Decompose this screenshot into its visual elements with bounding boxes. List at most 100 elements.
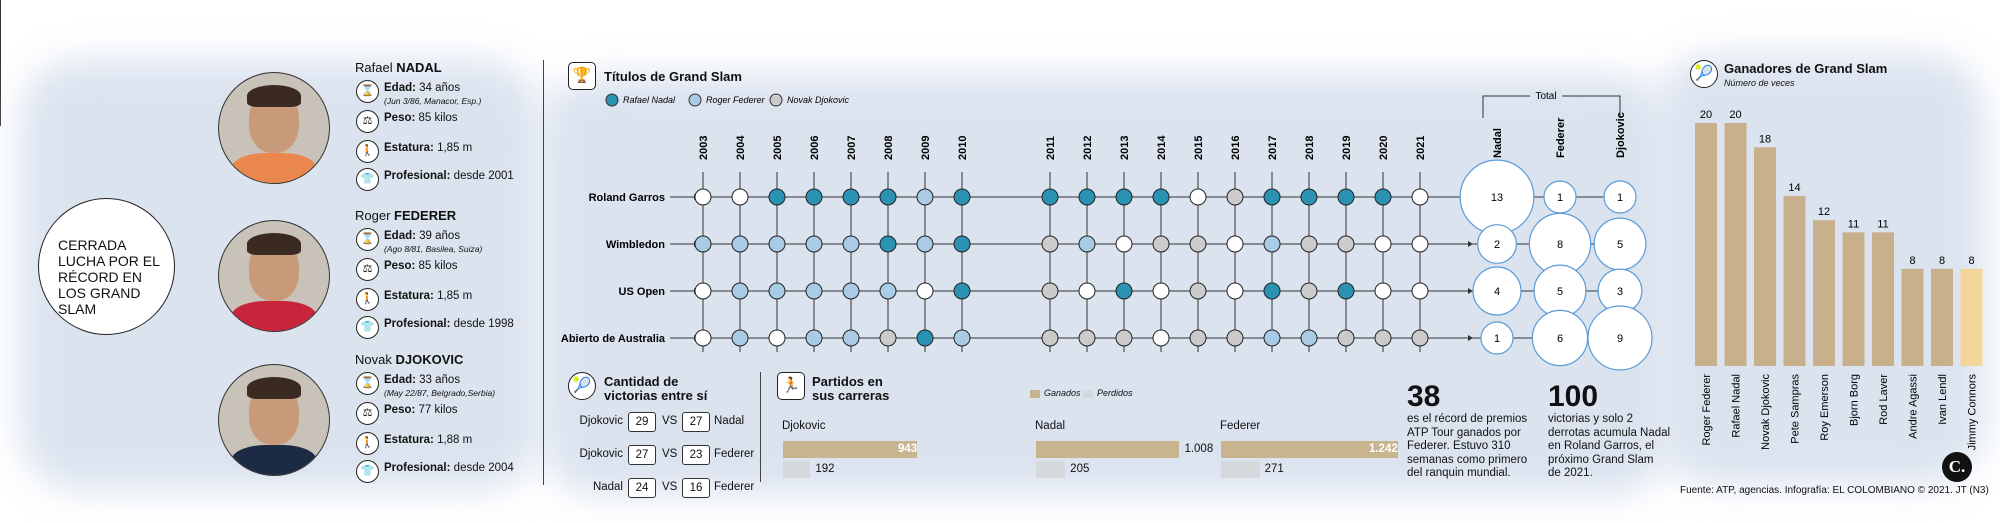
stat-number: 38	[1407, 380, 1441, 413]
row-arrow	[1468, 288, 1473, 294]
h2h-title-line2: victorias entre sí	[604, 388, 708, 403]
title-dot	[1300, 235, 1318, 253]
pro-value: desde 1998	[453, 318, 514, 330]
year-label: 2021	[1415, 136, 1427, 160]
winner-name: Rod Laver	[1878, 374, 1890, 425]
stat-line: en Roland Garros, el	[1548, 440, 1655, 452]
winner-name: Novak Djokovic	[1760, 374, 1772, 450]
winner-bar	[1842, 232, 1865, 366]
player-age-row: ⌛ Edad: 33 años (May 22/87, Belgrado,Serbi…	[356, 372, 496, 400]
matches-title-line1: Partidos en	[812, 374, 883, 389]
lost-value: 271	[1264, 463, 1284, 475]
stat-text: victorias y solo 2 derrotas acumula Nadal…	[1548, 413, 1670, 481]
winner-name: Jimmy Connors	[1967, 374, 1979, 451]
stat-line: del ranquin mundial.	[1407, 467, 1511, 479]
weight-value: 85 kilos	[418, 112, 458, 124]
pro-value: desde 2004	[453, 462, 514, 474]
lost-bar	[783, 461, 811, 478]
birth-info: (May 22/87, Belgrado,Serbia)	[384, 388, 496, 398]
legend-lost-swatch	[1083, 390, 1093, 398]
divider-line-2	[760, 372, 761, 482]
row-arrow	[1468, 241, 1473, 247]
title-dot	[1189, 282, 1207, 300]
titles-title: Títulos de Grand Slam	[604, 69, 742, 84]
title-dot	[1300, 188, 1318, 206]
total-value: 8	[1557, 239, 1563, 251]
winner-value: 20	[1729, 109, 1741, 121]
player-weight-row: ⚖ Peso: 77 kilos	[356, 402, 458, 425]
player-photo	[218, 220, 330, 332]
h2h-vs: VS	[662, 481, 678, 493]
title-dot	[842, 188, 860, 206]
winner-value: 8	[1909, 255, 1915, 267]
age-label: Edad:	[384, 374, 416, 386]
matches-title-line2: sus carreras	[812, 388, 890, 403]
title-dot	[694, 235, 712, 253]
year-label: 2005	[772, 136, 784, 160]
title-dot	[1041, 282, 1059, 300]
weight-label: Peso:	[384, 404, 416, 416]
title-dot	[1411, 282, 1429, 300]
title-dot	[1337, 282, 1355, 300]
total-value: 5	[1617, 239, 1623, 251]
stat-text: es el récord de premios ATP Tour ganados …	[1407, 413, 1527, 481]
winner-bar	[1872, 232, 1894, 366]
winner-name: Roger Federer	[1701, 374, 1713, 446]
winner-value: 11	[1848, 218, 1859, 230]
tournament-label: Wimbledon	[606, 239, 665, 251]
pro-icon: 👕	[356, 168, 379, 191]
title-dot	[1078, 329, 1096, 347]
title-dot	[953, 329, 971, 347]
winner-name: Andre Agassi	[1908, 374, 1920, 439]
player-age-row: ⌛ Edad: 39 años (Ago 8/81, Basilea, Suiza)	[356, 228, 482, 256]
won-value: 943	[898, 443, 918, 455]
age-value: 33 años	[419, 374, 461, 386]
h2h-right-wins: 27	[682, 412, 710, 432]
total-bubble	[1477, 224, 1517, 264]
year-label: 2004	[735, 135, 747, 160]
age-icon: ⌛	[356, 80, 379, 103]
legend-won-swatch	[1030, 390, 1040, 398]
year-label: 2019	[1341, 136, 1353, 160]
title-dot	[768, 235, 786, 253]
title-dot	[842, 282, 860, 300]
title-dot	[805, 329, 823, 347]
total-column-label: Djokovic	[1615, 112, 1627, 158]
total-label-bg	[1530, 90, 1562, 102]
title-dot	[768, 282, 786, 300]
row-arrow	[1468, 335, 1473, 341]
weight-label: Peso:	[384, 260, 416, 272]
hair	[247, 377, 301, 399]
winner-bar	[1754, 147, 1776, 366]
year-label: 2011	[1045, 136, 1057, 160]
tournament-label: Abierto de Australia	[561, 333, 666, 345]
title-dot	[768, 329, 786, 347]
lost-value: 192	[815, 463, 835, 475]
stat-line: semanas como primero	[1407, 453, 1528, 466]
lost-bar	[1221, 461, 1260, 478]
stat-line: victorias y solo 2	[1548, 413, 1634, 425]
player-pro-row: 👕 Profesional: desde 2004	[356, 460, 514, 483]
shirt	[231, 153, 317, 183]
source-credit: Fuente: ATP, agencias. Infografía: EL CO…	[1680, 485, 1989, 496]
title-dot	[1300, 282, 1318, 300]
bar-axis	[0, 42, 1, 84]
player-first-name: Novak	[355, 352, 392, 367]
title-dot	[1263, 282, 1281, 300]
player-name: Roger FEDERER	[355, 208, 456, 223]
player-last-name: FEDERER	[394, 208, 457, 223]
player-first-name: Rafael	[355, 60, 393, 75]
weight-value: 85 kilos	[418, 260, 458, 272]
h2h-left-player: Djokovic	[579, 415, 623, 427]
title-dot	[1263, 329, 1281, 347]
year-label: 2016	[1230, 136, 1242, 160]
h2h-right-player: Nadal	[714, 415, 745, 427]
h2h-vs: VS	[662, 448, 678, 460]
year-label: 2008	[883, 136, 895, 160]
winner-bar	[1960, 268, 1983, 366]
title-dot	[805, 282, 823, 300]
title-dot	[1300, 329, 1318, 347]
winner-value: 8	[1968, 255, 1974, 267]
winner-value: 8	[1939, 255, 1945, 267]
stat-number: 100	[1548, 380, 1599, 413]
